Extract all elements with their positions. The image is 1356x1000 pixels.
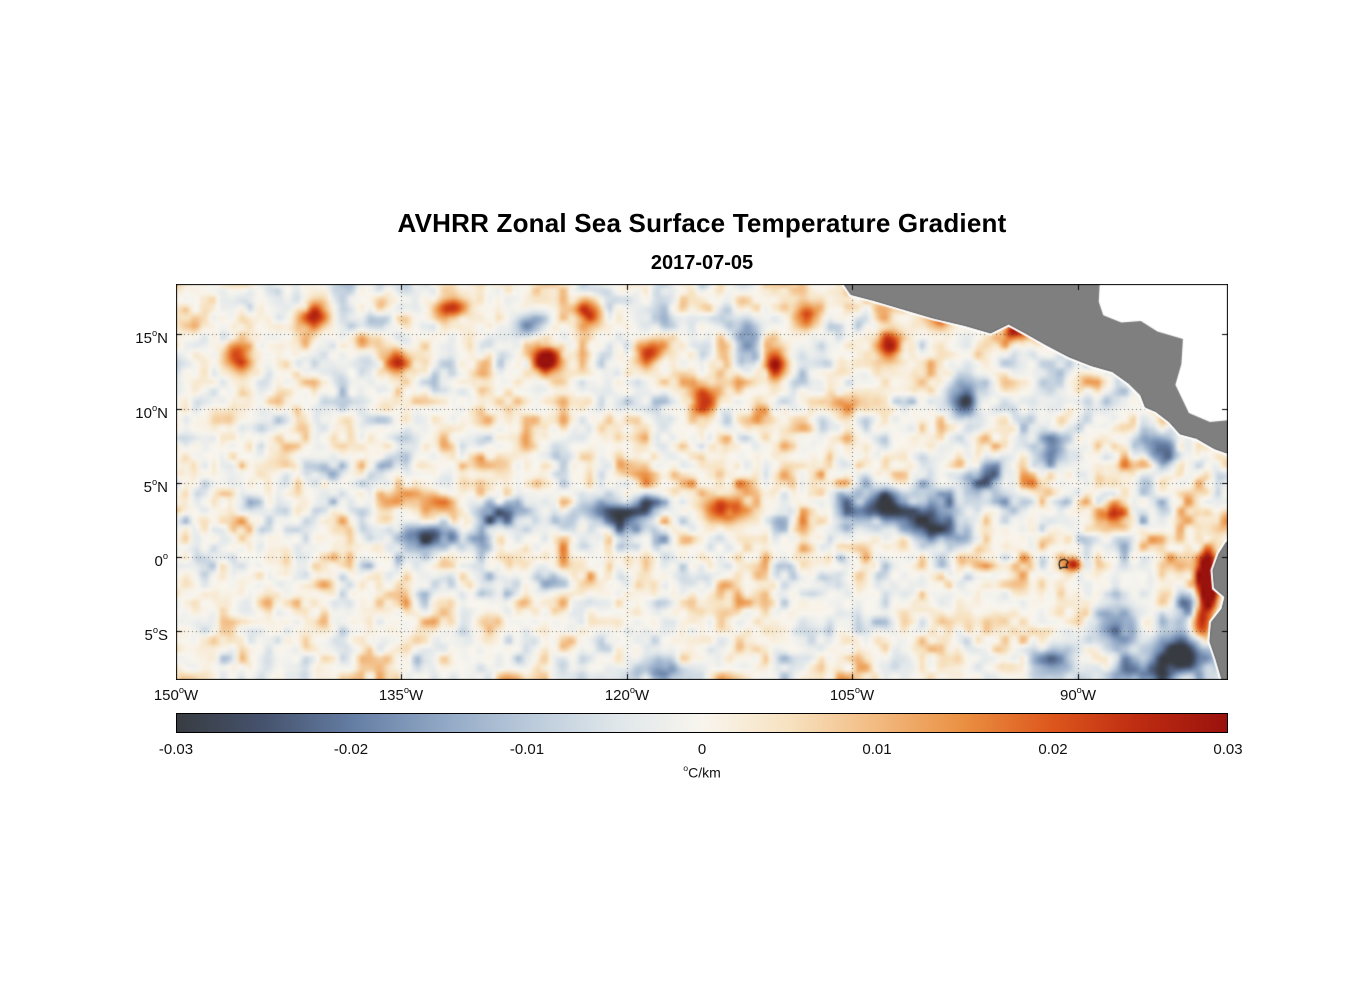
lon-tick-hemi: W — [635, 687, 650, 704]
lat-tick-num: 15 — [135, 330, 152, 347]
colorbar-tick-neg003: -0.03 — [158, 741, 194, 758]
lon-tick-label-150w: 150oW — [121, 684, 231, 704]
colorbar-tick-pos003: 0.03 — [1213, 741, 1243, 758]
degree-symbol: o — [162, 550, 168, 561]
lon-tick-label-120w: 120oW — [572, 684, 682, 704]
lon-tick-num: 120 — [604, 687, 630, 704]
lon-tick-hemi: W — [1081, 687, 1097, 704]
lon-tick-num: 105 — [829, 687, 855, 704]
degree-symbol: o — [683, 762, 689, 773]
lat-tick-hemi: N — [157, 405, 168, 422]
lon-tick-label-105w: 105oW — [797, 684, 907, 704]
lon-tick-num: 135 — [378, 687, 404, 704]
degree-symbol: o — [178, 684, 185, 695]
colorbar-tick-neg002: -0.02 — [333, 741, 369, 758]
colorbar-tick-pos001: 0.01 — [862, 741, 892, 758]
colorbar-tick-zero: 0 — [697, 741, 707, 758]
colorbar-tick-neg001: -0.01 — [509, 741, 545, 758]
lon-tick-hemi: W — [184, 687, 199, 704]
lat-tick-hemi: S — [157, 627, 168, 644]
lon-tick-num: 150 — [153, 687, 179, 704]
lon-tick-hemi: W — [409, 687, 424, 704]
degree-symbol: o — [151, 476, 158, 487]
lat-tick-label-5n: 5oN — [84, 472, 168, 496]
lon-tick-hemi: W — [860, 687, 875, 704]
lat-tick-num: 5 — [144, 627, 153, 644]
lat-tick-label-5s: 5oS — [84, 620, 168, 644]
lon-tick-label-90w: 90oW — [1023, 684, 1133, 704]
chart-title: AVHRR Zonal Sea Surface Temperature Grad… — [397, 208, 1007, 238]
colorbar-gradient — [176, 713, 1228, 733]
colorbar-tick-pos002: 0.02 — [1038, 741, 1068, 758]
lat-tick-label-0: 0o — [84, 546, 168, 570]
degree-symbol: o — [1076, 684, 1082, 695]
degree-symbol: o — [151, 327, 158, 338]
colorbar-units-label: oC/km — [176, 762, 1228, 781]
lat-tick-label-15n: 15oN — [84, 323, 168, 347]
degree-symbol: o — [151, 402, 158, 413]
lat-tick-hemi: N — [157, 479, 168, 496]
chart-subtitle-date: 2017-07-05 — [650, 252, 754, 274]
lon-tick-label-135w: 135oW — [346, 684, 456, 704]
degree-symbol: o — [403, 684, 410, 695]
lat-tick-num: 10 — [135, 405, 152, 422]
degree-symbol: o — [629, 684, 636, 695]
lon-tick-num: 90 — [1059, 687, 1077, 704]
lat-tick-num: 5 — [143, 479, 152, 496]
lat-tick-num: 0 — [154, 553, 163, 570]
lat-tick-hemi: N — [157, 330, 168, 347]
sst-gradient-heatmap — [176, 284, 1228, 680]
lat-tick-label-10n: 10oN — [84, 398, 168, 422]
degree-symbol: o — [854, 684, 861, 695]
colorbar-units-text: C/km — [688, 764, 721, 781]
degree-symbol: o — [152, 624, 158, 635]
